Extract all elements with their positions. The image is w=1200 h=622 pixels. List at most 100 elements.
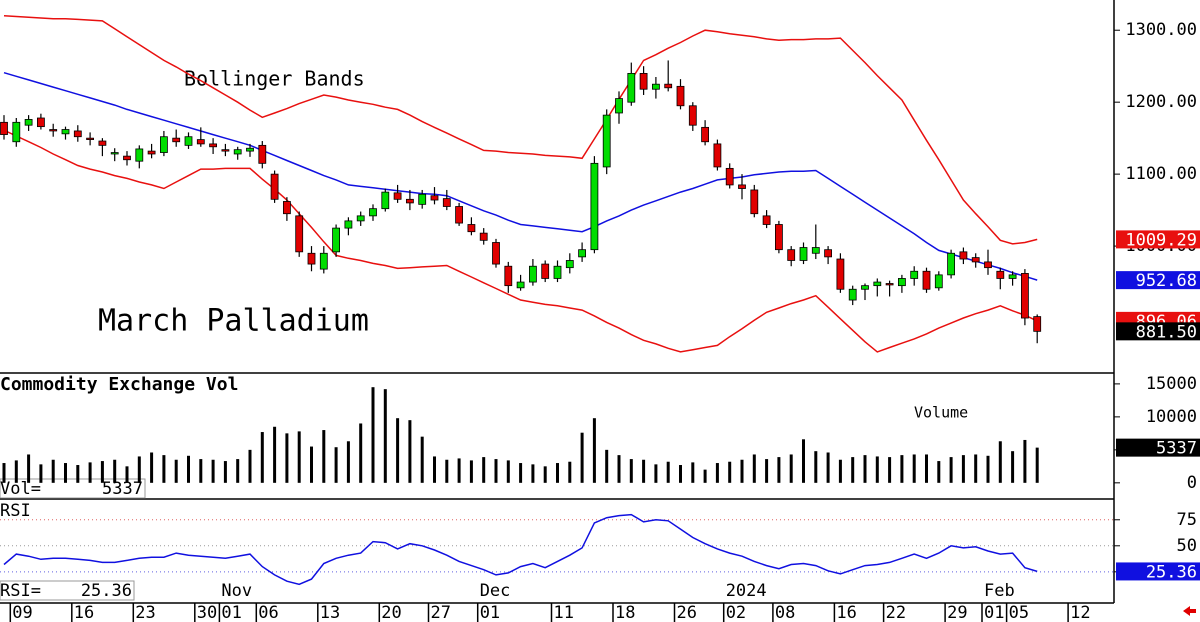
volume-bar xyxy=(51,459,55,483)
candle-body xyxy=(295,215,304,253)
volume-bar xyxy=(961,455,965,483)
x-tick-label: 20 xyxy=(381,603,401,622)
volume-bar xyxy=(888,457,892,483)
x-tick-label: 16 xyxy=(836,603,856,622)
candle-body xyxy=(1033,316,1042,332)
volume-bar xyxy=(580,432,584,483)
panel-title: RSI xyxy=(0,501,31,521)
candle-body xyxy=(405,198,414,204)
chart-title: March Palladium xyxy=(98,304,369,339)
volume-bar xyxy=(310,446,313,483)
value-box xyxy=(1116,438,1200,457)
volume-bar xyxy=(863,455,867,483)
candle-body xyxy=(246,147,254,152)
readout-box xyxy=(0,580,135,601)
volume-bar xyxy=(494,459,498,483)
volume-bar xyxy=(322,430,326,483)
candle-body xyxy=(442,198,451,207)
candle-body xyxy=(848,288,857,301)
volume-bar xyxy=(482,457,486,483)
candle-body xyxy=(221,149,230,152)
volume-bar xyxy=(974,454,978,483)
candle-body xyxy=(184,136,193,146)
y-tick-label: 1100.00 xyxy=(1125,164,1197,184)
bollinger-band xyxy=(3,129,1038,353)
volume-bar xyxy=(765,459,769,483)
volume-bar xyxy=(752,454,756,483)
scroll-arrow[interactable] xyxy=(1183,606,1196,616)
candle-body xyxy=(676,85,685,107)
candle-body xyxy=(418,193,427,205)
candle-body xyxy=(172,137,181,143)
y-tick-label: 1300.00 xyxy=(1125,20,1197,40)
candle-body xyxy=(369,208,377,217)
volume-bar xyxy=(285,433,289,483)
volume-bar xyxy=(125,466,129,483)
candle-body xyxy=(492,242,500,265)
volume-bar xyxy=(162,455,166,483)
candle-body xyxy=(799,247,808,261)
x-tick-label: 08 xyxy=(775,603,795,622)
volume-bar xyxy=(273,426,277,483)
volume-bar xyxy=(851,457,855,483)
volume-bar xyxy=(998,441,1002,483)
volume-bar xyxy=(187,455,190,483)
volume-bar xyxy=(469,460,473,483)
candle-body xyxy=(147,150,156,155)
volume-bar xyxy=(27,454,31,483)
x-tick-label: 22 xyxy=(886,603,906,622)
value-box xyxy=(1116,271,1200,290)
value-label: 1009.29 xyxy=(1125,230,1197,250)
y-tick-label: 1200.00 xyxy=(1125,92,1197,112)
volume-bar xyxy=(113,459,117,483)
x-tick-label: 06 xyxy=(258,603,278,622)
x-tick-label: 16 xyxy=(74,603,94,622)
candle-body xyxy=(529,265,537,283)
volume-bar xyxy=(346,441,350,483)
volume-bar xyxy=(457,458,461,483)
candle-body xyxy=(738,184,746,189)
volume-bar xyxy=(14,460,18,483)
candle-body xyxy=(356,215,365,222)
volume-bar xyxy=(100,461,104,483)
candle-body xyxy=(787,249,796,261)
volume-bar xyxy=(617,455,621,483)
candle-body xyxy=(319,252,328,270)
value-label: 881.50 xyxy=(1136,322,1197,342)
x-tick-label: 26 xyxy=(677,603,697,622)
annotation: Bollinger Bands xyxy=(184,67,365,91)
candle-body xyxy=(282,201,291,215)
value-label: 952.68 xyxy=(1136,271,1197,291)
candle-body xyxy=(430,195,439,201)
panel-title: Commodity Exchange Vol xyxy=(0,374,238,395)
x-tick-label: 02 xyxy=(726,603,746,622)
candle-body xyxy=(307,252,316,265)
candle-body xyxy=(922,270,931,290)
volume-bar xyxy=(506,460,510,483)
volume-bar xyxy=(297,431,301,483)
x-tick-label: 12 xyxy=(1070,603,1090,622)
volume-bar xyxy=(703,469,707,483)
volume-bar xyxy=(568,461,572,483)
x-tick-label: 05 xyxy=(1009,603,1029,622)
candle-body xyxy=(652,83,660,90)
value-label: 25.36 xyxy=(1146,562,1197,582)
candle-body xyxy=(123,155,131,161)
volume-bar xyxy=(912,454,916,483)
readout-value: 5337 xyxy=(102,479,143,499)
candle-body xyxy=(332,227,341,253)
candle-body xyxy=(861,285,869,290)
candle-body xyxy=(553,265,562,279)
candle-body xyxy=(578,249,586,258)
volume-bar xyxy=(420,436,424,483)
volume-bar xyxy=(556,463,559,483)
candle-body xyxy=(37,117,45,128)
candle-body xyxy=(873,281,882,287)
volume-bar xyxy=(2,463,6,483)
x-tick-label: 01 xyxy=(984,603,1004,622)
candle-body xyxy=(73,130,82,138)
volume-bar xyxy=(679,465,682,483)
